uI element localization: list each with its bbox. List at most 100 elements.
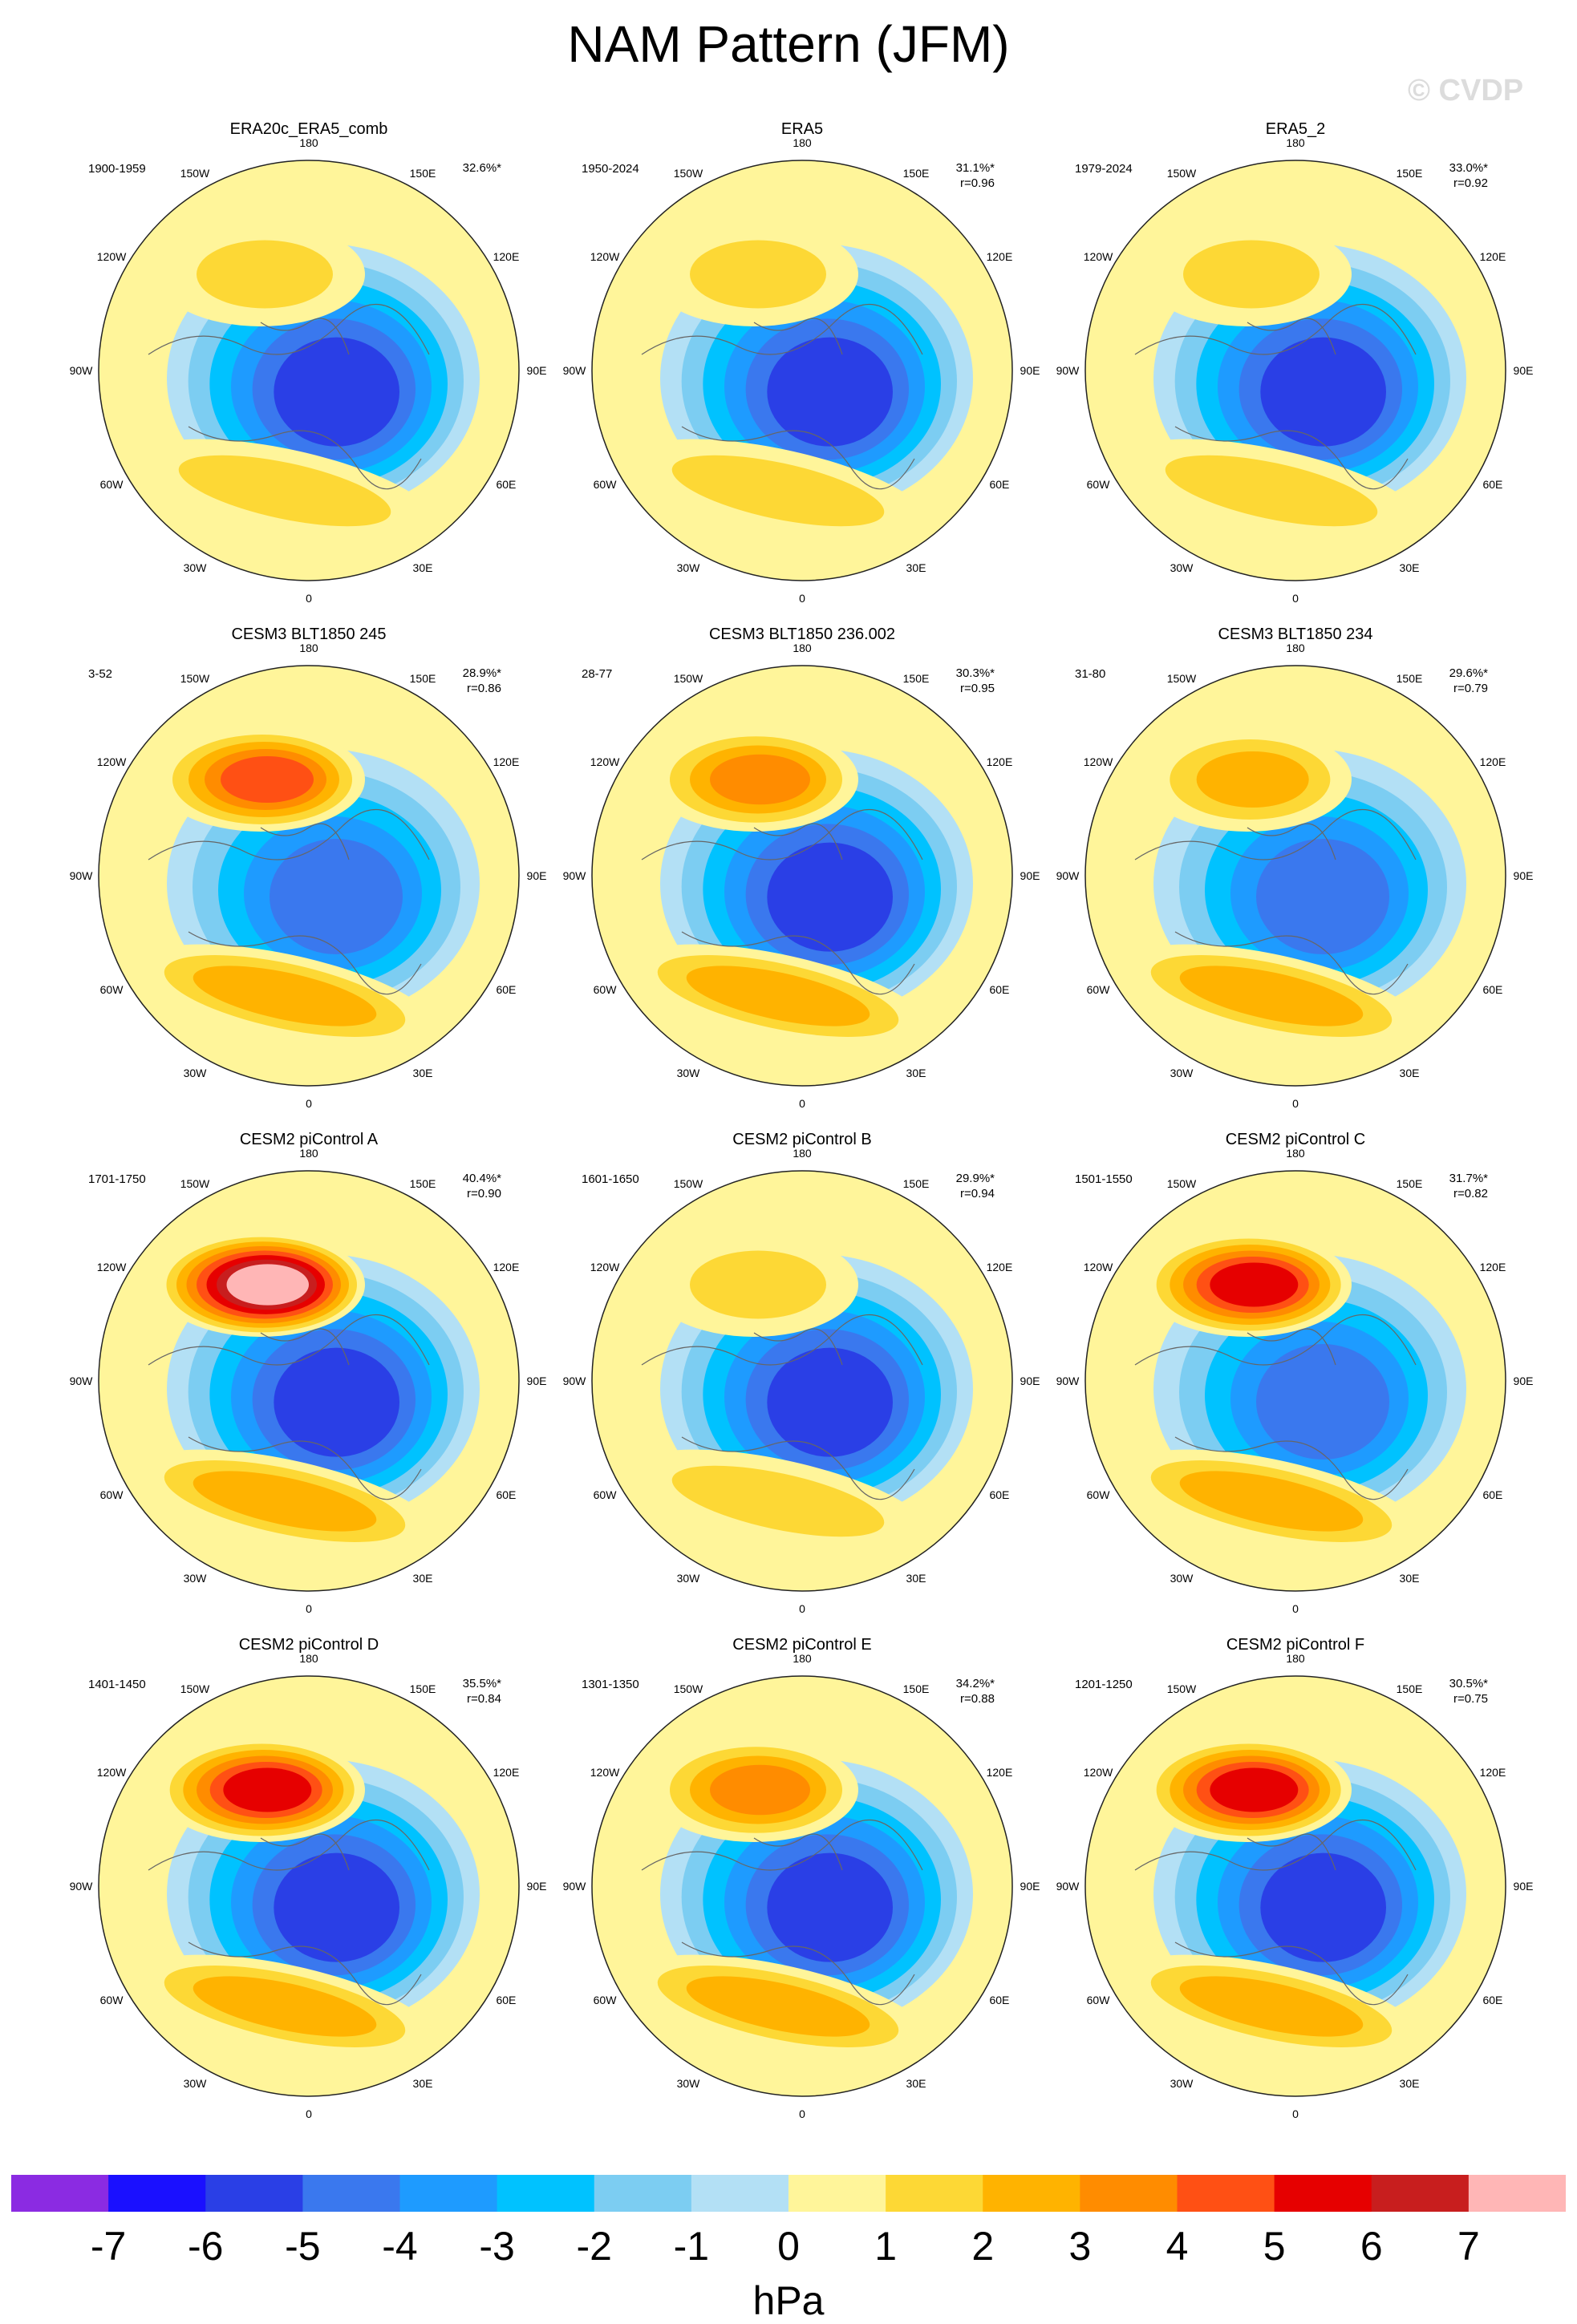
- colorbar-tick: 6: [1360, 2224, 1383, 2269]
- longitude-label: 180: [299, 1147, 318, 1160]
- map-panel: CESM3 BLT1850 245 3-52 28.9%* r=0.86 180 150E…: [60, 626, 557, 1131]
- panel-title: CESM2 piControl E: [732, 1636, 872, 1654]
- longitude-label: 60E: [1482, 1488, 1502, 1501]
- pct-value: 30.5%*: [1449, 1677, 1488, 1690]
- longitude-label: 0: [306, 592, 312, 605]
- longitude-label: 90W: [563, 364, 587, 377]
- pct-value: 28.9%*: [462, 666, 501, 680]
- coastline: [148, 1314, 430, 1500]
- longitude-label: 30E: [413, 561, 433, 574]
- negative-contour: [767, 1347, 893, 1457]
- longitude-label: 60E: [496, 983, 516, 996]
- longitude-label: 90W: [563, 1880, 587, 1893]
- longitude-label: 150W: [1167, 1177, 1197, 1190]
- positive-contour-atlantic: [686, 966, 870, 1026]
- positive-contour-atlantic: [671, 455, 885, 527]
- panel-variance-explained: 31.1%* r=0.96: [930, 160, 995, 191]
- polar-map: 180 150E 120E 90E 60E 30E 0 30W 60W 90W 120W 150W: [70, 1652, 547, 2120]
- map-panel: CESM3 BLT1850 236.002 28-77 30.3%* r=0.95 18…: [553, 626, 1051, 1131]
- longitude-label: 120W: [1084, 250, 1113, 263]
- positive-contour-atlantic: [1179, 966, 1364, 1026]
- positive-contour-pacific: [221, 756, 314, 803]
- longitude-label: 30W: [677, 561, 701, 574]
- longitude-label: 90W: [70, 1880, 94, 1893]
- colorbar-segment: [399, 2175, 498, 2212]
- colorbar-tick: -3: [479, 2224, 515, 2269]
- panel-years: 31-80: [1075, 667, 1106, 681]
- longitude-label: 180: [1286, 1147, 1305, 1160]
- colorbar-segment: [302, 2175, 400, 2212]
- negative-contour: [274, 1347, 399, 1457]
- map-boundary: [1084, 1170, 1506, 1592]
- longitude-label: 90E: [527, 869, 547, 882]
- longitude-label: 150E: [410, 672, 436, 685]
- longitude-label: 60E: [1482, 478, 1502, 491]
- longitude-label: 0: [1292, 592, 1299, 605]
- longitude-label: 120E: [1480, 250, 1506, 263]
- panel-variance-explained: 30.5%* r=0.75: [1424, 1676, 1488, 1707]
- longitude-label: 150W: [180, 1177, 210, 1190]
- panel-years: 1950-2024: [582, 162, 639, 176]
- panel-variance-explained: 29.9%* r=0.94: [930, 1171, 995, 1201]
- map-panel: CESM3 BLT1850 234 31-80 29.6%* r=0.79 180 150…: [1047, 626, 1544, 1131]
- longitude-label: 30W: [184, 2077, 208, 2090]
- longitude-label: 150E: [903, 167, 930, 180]
- polar-map: 180 150E 120E 90E 60E 30E 0 30W 60W 90W 120W 150W: [563, 642, 1040, 1110]
- longitude-label: 120W: [1084, 1261, 1113, 1273]
- longitude-label: 120W: [97, 250, 127, 263]
- longitude-label: 120W: [590, 250, 620, 263]
- colorbar-segment: [108, 2175, 206, 2212]
- longitude-label: 90E: [1020, 869, 1040, 882]
- pattern-correlation: r=0.96: [960, 176, 995, 190]
- positive-contour-atlantic: [193, 1471, 377, 1532]
- longitude-label: 90W: [70, 364, 94, 377]
- longitude-label: 90E: [1020, 1375, 1040, 1387]
- panel-variance-explained: 32.6%*: [437, 160, 501, 176]
- positive-contour-pacific: [1196, 751, 1309, 808]
- negative-contour: [767, 337, 893, 447]
- longitude-label: 90E: [527, 1375, 547, 1387]
- longitude-label: 60E: [1482, 1994, 1502, 2006]
- longitude-label: 30W: [1170, 2077, 1194, 2090]
- negative-contour: [270, 839, 403, 954]
- pattern-correlation: r=0.79: [1453, 682, 1488, 695]
- longitude-label: 60E: [989, 1994, 1009, 2006]
- longitude-label: 30E: [906, 1572, 926, 1585]
- longitude-label: 30E: [906, 1067, 926, 1079]
- colorbar-segment: [11, 2175, 109, 2212]
- polar-map: 180 150E 120E 90E 60E 30E 0 30W 60W 90W 120W 150W: [70, 1147, 547, 1615]
- coastline: [148, 1819, 430, 2006]
- longitude-label: 120W: [590, 1766, 620, 1779]
- longitude-label: 120E: [987, 1261, 1013, 1273]
- longitude-label: 0: [1292, 1097, 1299, 1110]
- panel-title: CESM3 BLT1850 245: [231, 626, 387, 643]
- map-boundary: [98, 665, 520, 1087]
- longitude-label: 90W: [1056, 1375, 1080, 1387]
- pattern-correlation: r=0.84: [467, 1692, 501, 1706]
- longitude-label: 120E: [493, 1766, 520, 1779]
- pct-value: 29.9%*: [955, 1172, 995, 1185]
- longitude-label: 30W: [184, 561, 208, 574]
- map-boundary: [98, 1675, 520, 2097]
- negative-contour: [1260, 1852, 1386, 1962]
- longitude-label: 120W: [590, 1261, 620, 1273]
- map-boundary: [591, 160, 1013, 581]
- longitude-label: 30W: [1170, 561, 1194, 574]
- longitude-label: 120E: [1480, 1261, 1506, 1273]
- panel-years: 3-52: [88, 667, 113, 681]
- longitude-label: 150W: [674, 672, 703, 685]
- positive-contour-pacific: [1210, 1767, 1299, 1812]
- colorbar-segment: [886, 2175, 983, 2212]
- panel-variance-explained: 28.9%* r=0.86: [437, 666, 501, 696]
- longitude-label: 60E: [989, 983, 1009, 996]
- map-boundary: [98, 1170, 520, 1592]
- longitude-label: 150W: [180, 672, 210, 685]
- longitude-label: 0: [306, 1602, 312, 1615]
- panel-variance-explained: 34.2%* r=0.88: [930, 1676, 995, 1707]
- panel-variance-explained: 29.6%* r=0.79: [1424, 666, 1488, 696]
- longitude-label: 0: [799, 2107, 805, 2120]
- colorbar-tick: 7: [1457, 2224, 1480, 2269]
- pattern-correlation: r=0.82: [1453, 1187, 1488, 1200]
- longitude-label: 30E: [413, 1572, 433, 1585]
- longitude-label: 180: [793, 642, 812, 654]
